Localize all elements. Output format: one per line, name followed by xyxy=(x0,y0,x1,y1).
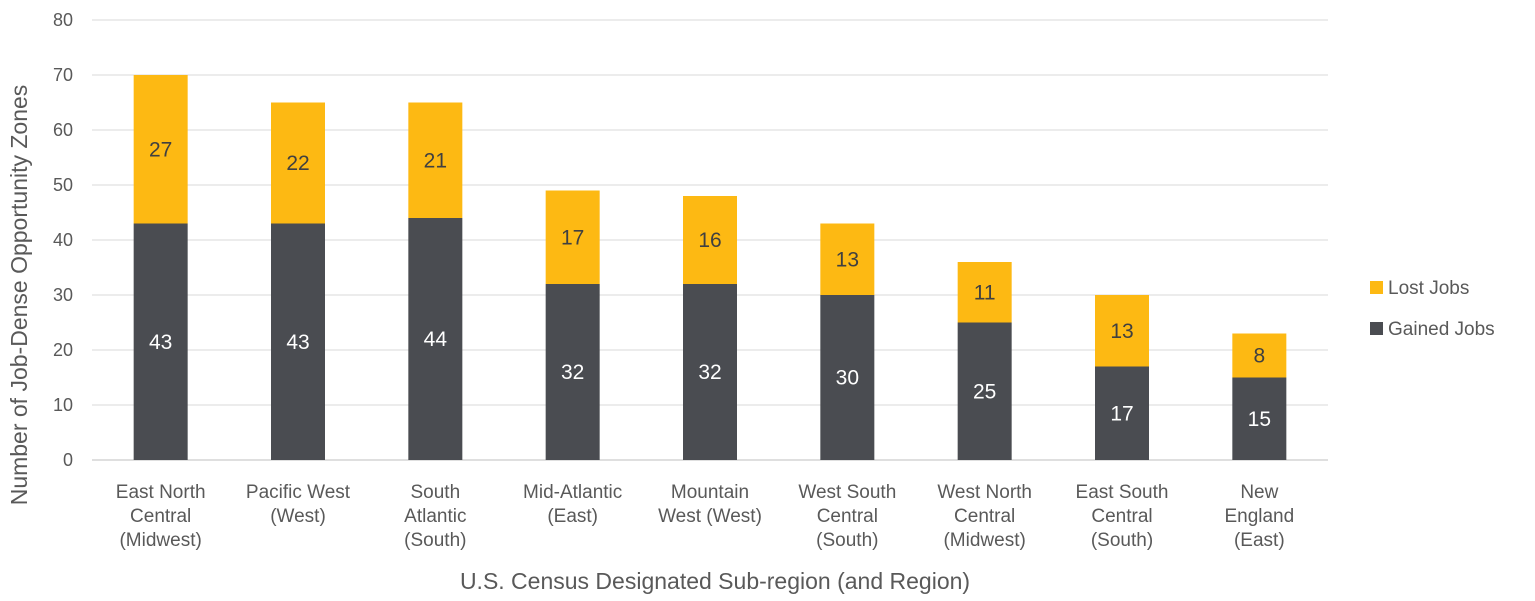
y-tick-label: 50 xyxy=(53,175,73,195)
legend: Lost Jobs Gained Jobs xyxy=(1370,278,1495,340)
bars: 43 27 43 22 44 21 32 17 32 16 30 13 25 11 17 13 15 8 xyxy=(133,75,1287,460)
data-label: 32 xyxy=(698,361,721,384)
y-tick-label: 10 xyxy=(53,395,73,415)
bar-segment xyxy=(408,218,463,460)
bar-segment xyxy=(957,262,1012,323)
data-label: 43 xyxy=(286,331,309,354)
data-label: 13 xyxy=(1110,320,1133,343)
legend-label: Gained Jobs xyxy=(1388,319,1495,340)
bar-segment xyxy=(820,295,875,460)
data-label: 16 xyxy=(698,229,721,252)
y-tick-label: 30 xyxy=(53,285,73,305)
bar-segment xyxy=(683,284,737,460)
data-label: 21 xyxy=(424,149,447,172)
y-tick-label: 0 xyxy=(63,450,73,470)
bar-segment xyxy=(133,75,188,224)
bar-segment xyxy=(271,102,325,224)
bar-segment xyxy=(271,223,325,460)
data-label: 30 xyxy=(836,367,859,390)
bar-segment xyxy=(957,322,1012,460)
bar-segment xyxy=(133,223,188,460)
data-label: 17 xyxy=(1110,402,1133,425)
data-label: 32 xyxy=(561,361,584,384)
bar-segment xyxy=(683,196,737,284)
x-category-label: West South Central (South) xyxy=(798,482,896,551)
y-tick-label: 70 xyxy=(53,65,73,85)
x-category-label: East North Central (Midwest) xyxy=(116,482,206,551)
x-category-label: New England (East) xyxy=(1224,482,1294,551)
bar-segment xyxy=(1232,377,1287,460)
bar-segment xyxy=(820,223,875,295)
data-label: 15 xyxy=(1248,408,1271,431)
legend-swatch xyxy=(1370,281,1383,294)
bar-segment xyxy=(545,284,600,460)
data-label: 17 xyxy=(561,226,584,249)
x-category-label: Pacific West (West) xyxy=(246,482,351,527)
legend-label: Lost Jobs xyxy=(1388,278,1469,299)
data-label: 22 xyxy=(286,152,309,175)
data-label: 25 xyxy=(973,380,996,403)
bar-segment xyxy=(545,190,600,284)
data-label: 27 xyxy=(149,138,172,161)
y-tick-label: 60 xyxy=(53,120,73,140)
data-label: 13 xyxy=(836,248,859,271)
y-tick-label: 20 xyxy=(53,340,73,360)
data-label: 11 xyxy=(974,281,996,304)
bar-segment xyxy=(1095,295,1149,367)
x-category-label: Mid-Atlantic (East) xyxy=(523,482,622,527)
bar-segment xyxy=(408,102,463,218)
bar-segment xyxy=(1095,366,1149,460)
legend-swatch xyxy=(1370,322,1383,335)
data-label: 43 xyxy=(149,331,172,354)
data-label: 44 xyxy=(424,328,448,351)
x-category-label: East South Central (South) xyxy=(1076,482,1169,551)
y-axis-ticks: 0 10 20 30 40 50 60 70 80 xyxy=(53,10,73,470)
x-category-label: West North Central (Midwest) xyxy=(937,482,1032,551)
data-label: 8 xyxy=(1253,345,1265,368)
x-axis-categories: East North Central (Midwest) Pacific West (W… xyxy=(116,482,1294,551)
x-category-label: South Atlantic (South) xyxy=(404,482,466,551)
y-axis-title: Number of Job-Dense Opportunity Zones xyxy=(6,85,32,506)
y-tick-label: 40 xyxy=(53,230,73,250)
x-category-label: Mountain West (West) xyxy=(658,482,762,527)
y-tick-label: 80 xyxy=(53,10,73,30)
x-axis-title: U.S. Census Designated Sub-region (and R… xyxy=(460,568,970,594)
bar-segment xyxy=(1232,333,1287,378)
